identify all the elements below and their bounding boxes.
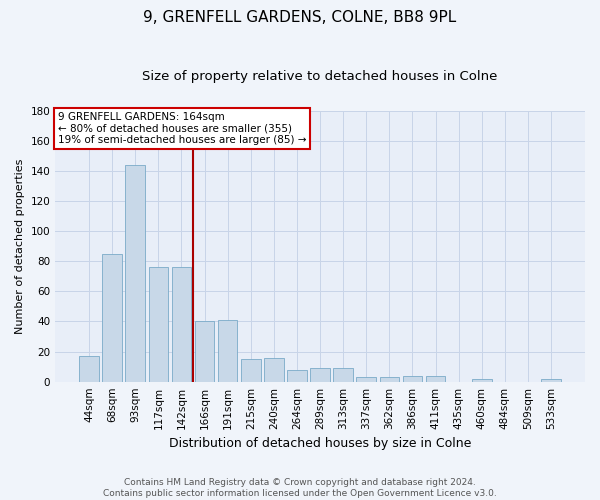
Bar [195, 322, 214, 382]
X-axis label: Distribution of detached houses by size in Colne: Distribution of detached houses by size … [169, 437, 471, 450]
Bar [218, 320, 238, 382]
Bar [264, 358, 284, 382]
Bar [356, 377, 376, 382]
Bar [426, 376, 445, 382]
Bar [172, 267, 191, 382]
Bar [310, 368, 330, 382]
Y-axis label: Number of detached properties: Number of detached properties [15, 158, 25, 334]
Title: Size of property relative to detached houses in Colne: Size of property relative to detached ho… [142, 70, 498, 83]
Bar [541, 378, 561, 382]
Text: 9 GRENFELL GARDENS: 164sqm
← 80% of detached houses are smaller (355)
19% of sem: 9 GRENFELL GARDENS: 164sqm ← 80% of deta… [58, 112, 307, 145]
Text: Contains HM Land Registry data © Crown copyright and database right 2024.
Contai: Contains HM Land Registry data © Crown c… [103, 478, 497, 498]
Bar [403, 376, 422, 382]
Bar [125, 165, 145, 382]
Bar [241, 359, 260, 382]
Bar [334, 368, 353, 382]
Bar [79, 356, 99, 382]
Bar [287, 370, 307, 382]
Bar [472, 378, 491, 382]
Bar [149, 267, 168, 382]
Bar [103, 254, 122, 382]
Bar [380, 377, 399, 382]
Text: 9, GRENFELL GARDENS, COLNE, BB8 9PL: 9, GRENFELL GARDENS, COLNE, BB8 9PL [143, 10, 457, 25]
